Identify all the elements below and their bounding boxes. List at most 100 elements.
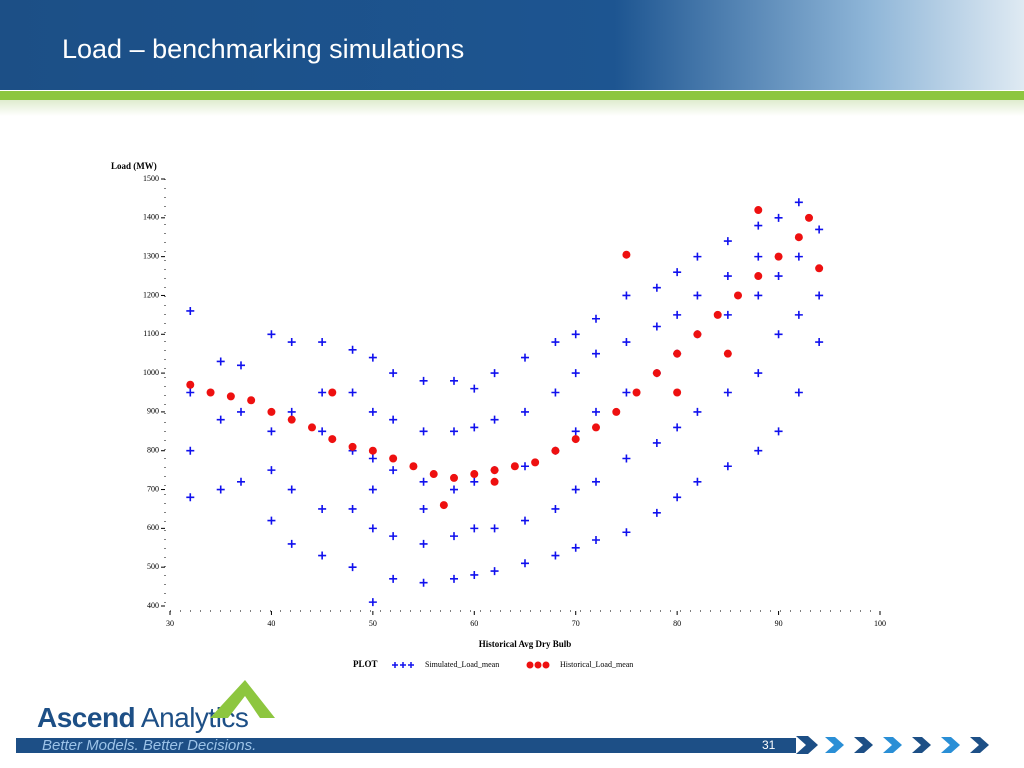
point: [328, 388, 337, 397]
point: [368, 485, 377, 494]
point: [389, 454, 398, 463]
point: [429, 470, 438, 479]
x-axis-label: Historical Avg Dry Bulb: [479, 639, 572, 649]
point: [794, 388, 803, 397]
point: [389, 574, 398, 583]
point: [450, 485, 458, 494]
y-tick-label: 400: [147, 601, 159, 610]
point: [287, 485, 296, 494]
point: [794, 310, 803, 319]
point: [287, 415, 296, 424]
legend-label: Historical_Load_mean: [560, 660, 633, 669]
point: [287, 539, 296, 548]
point: [308, 423, 316, 432]
point: [652, 508, 661, 517]
y-tick-label: 1000: [143, 368, 159, 377]
point: [774, 272, 783, 281]
point: [521, 462, 529, 471]
point: [794, 233, 803, 242]
header-stripe-light: [0, 100, 1024, 116]
point: [754, 291, 763, 300]
point: [754, 446, 763, 455]
point: [673, 423, 682, 432]
point: [693, 291, 702, 300]
point: [186, 446, 195, 455]
point: [551, 551, 560, 560]
point: [794, 252, 803, 261]
point: [389, 532, 398, 541]
point: [723, 349, 732, 358]
point: [571, 485, 580, 494]
point: [774, 252, 783, 261]
point: [186, 388, 195, 397]
point: [450, 532, 458, 541]
point: [389, 369, 398, 378]
point: [673, 388, 682, 397]
tagline: Better Models. Better Decisions.: [42, 737, 257, 754]
point: [267, 407, 276, 416]
point: [521, 516, 529, 525]
point: [622, 250, 631, 259]
point: [774, 213, 783, 222]
point: [592, 536, 600, 545]
point: [368, 598, 377, 607]
legend-marker: [400, 662, 406, 668]
point: [368, 454, 377, 463]
point: [287, 338, 296, 347]
point: [622, 454, 631, 463]
point: [450, 574, 458, 583]
point: [490, 567, 499, 576]
point: [551, 338, 560, 347]
y-tick-label: 800: [147, 446, 159, 455]
point: [206, 388, 215, 397]
point: [409, 462, 418, 471]
point: [470, 470, 479, 479]
y-tick-label: 500: [147, 562, 159, 571]
point: [470, 570, 479, 579]
point: [348, 388, 357, 397]
point: [673, 493, 682, 502]
x-tick-label: 70: [572, 619, 580, 628]
point: [237, 407, 245, 416]
x-tick-label: 90: [775, 619, 783, 628]
point: [419, 504, 428, 513]
point: [439, 501, 448, 510]
point: [186, 306, 195, 315]
legend-marker: [408, 662, 414, 668]
point: [368, 524, 377, 533]
point: [815, 225, 824, 234]
point: [622, 528, 631, 537]
point: [216, 415, 225, 424]
point: [521, 559, 529, 568]
point: [389, 415, 398, 424]
y-tick-label: 600: [147, 523, 159, 532]
point: [774, 330, 783, 339]
point: [287, 407, 296, 416]
point: [551, 446, 560, 455]
point: [693, 252, 702, 261]
point: [328, 435, 337, 444]
point: [318, 427, 327, 436]
point: [571, 369, 580, 378]
x-tick-label: 60: [470, 619, 478, 628]
point: [490, 466, 499, 475]
point: [186, 380, 195, 389]
y-tick-label: 1100: [143, 329, 159, 338]
point: [592, 314, 600, 323]
legend-title: PLOT: [353, 659, 378, 669]
legend-marker: [526, 661, 534, 669]
chart: Load (MW) Historical Avg Dry Bulb 400 500 60…: [99, 148, 899, 682]
slide-title: Load – benchmarking simulations: [62, 34, 465, 64]
point: [622, 388, 631, 397]
point: [318, 551, 327, 560]
point: [450, 427, 458, 436]
point: [389, 466, 398, 475]
point: [693, 407, 702, 416]
point: [521, 353, 529, 362]
point: [318, 504, 327, 513]
point: [754, 206, 763, 215]
point: [815, 338, 824, 347]
point: [216, 485, 225, 494]
point: [652, 369, 661, 378]
